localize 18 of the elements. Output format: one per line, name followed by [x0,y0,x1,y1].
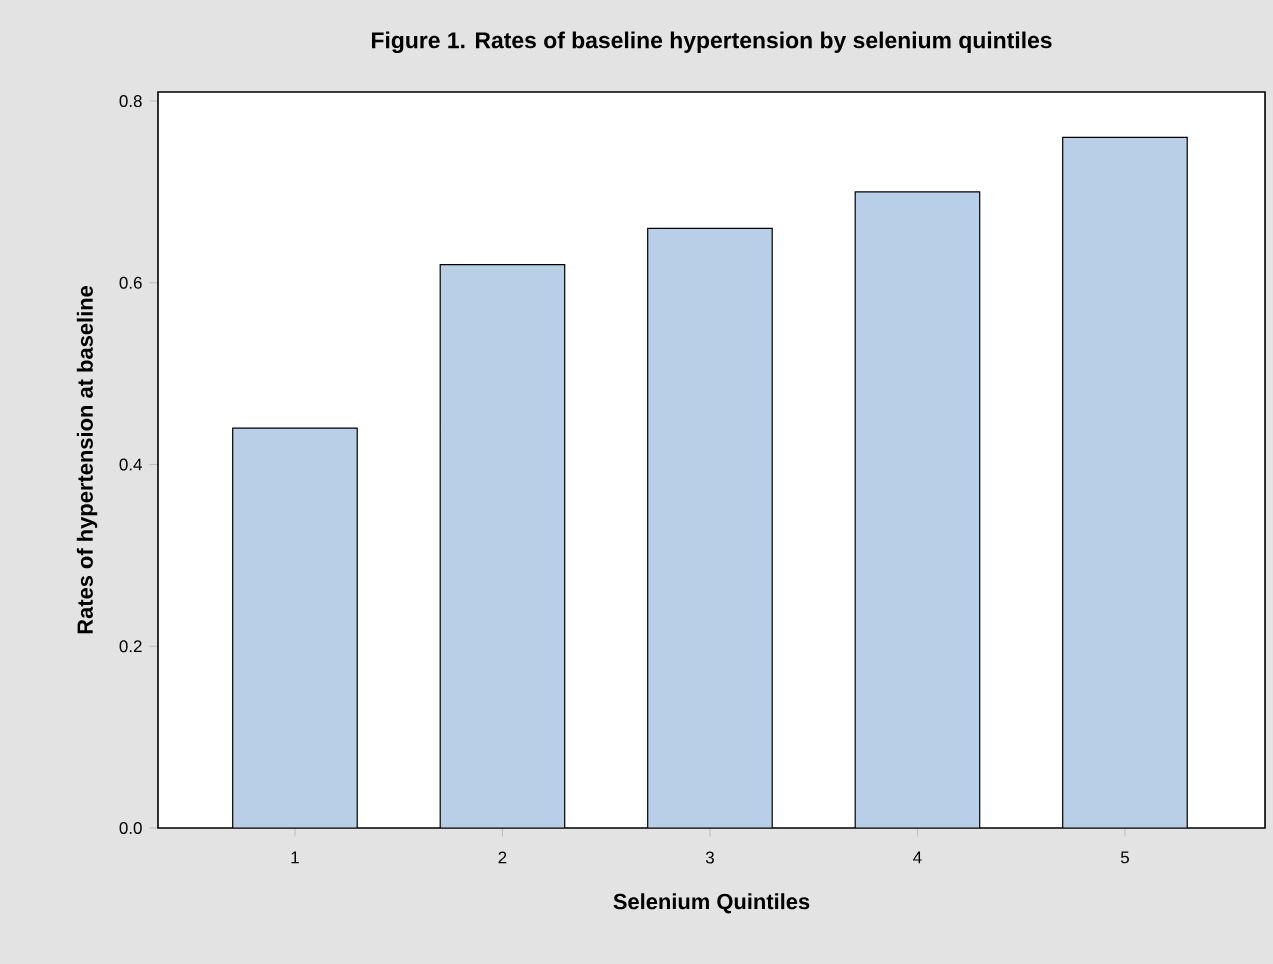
x-tick-label: 4 [913,851,922,864]
y-tick-label: 0.4 [119,458,142,471]
y-tick-label: 0.0 [119,822,142,834]
bar [647,227,773,828]
x-tick-label: 3 [705,851,714,864]
chart-title: Figure 1. Rates of baseline hypertension by selenium quintiles [372,31,1052,53]
y-tick-label: 0.6 [119,276,142,289]
bar [439,264,566,828]
x-tick-label: 1 [291,851,299,864]
y-tick-label: 0.8 [119,95,142,108]
bar [1062,136,1188,828]
x-tick-label: 5 [1120,851,1129,864]
y-axis-title: Rates of hypertension at baseline [76,285,98,634]
y-tick-label: 0.2 [119,640,142,653]
x-axis-title: Selenium Quintiles [613,893,810,914]
bar [232,427,358,828]
x-tick-label: 2 [498,851,507,864]
bar [854,191,981,828]
